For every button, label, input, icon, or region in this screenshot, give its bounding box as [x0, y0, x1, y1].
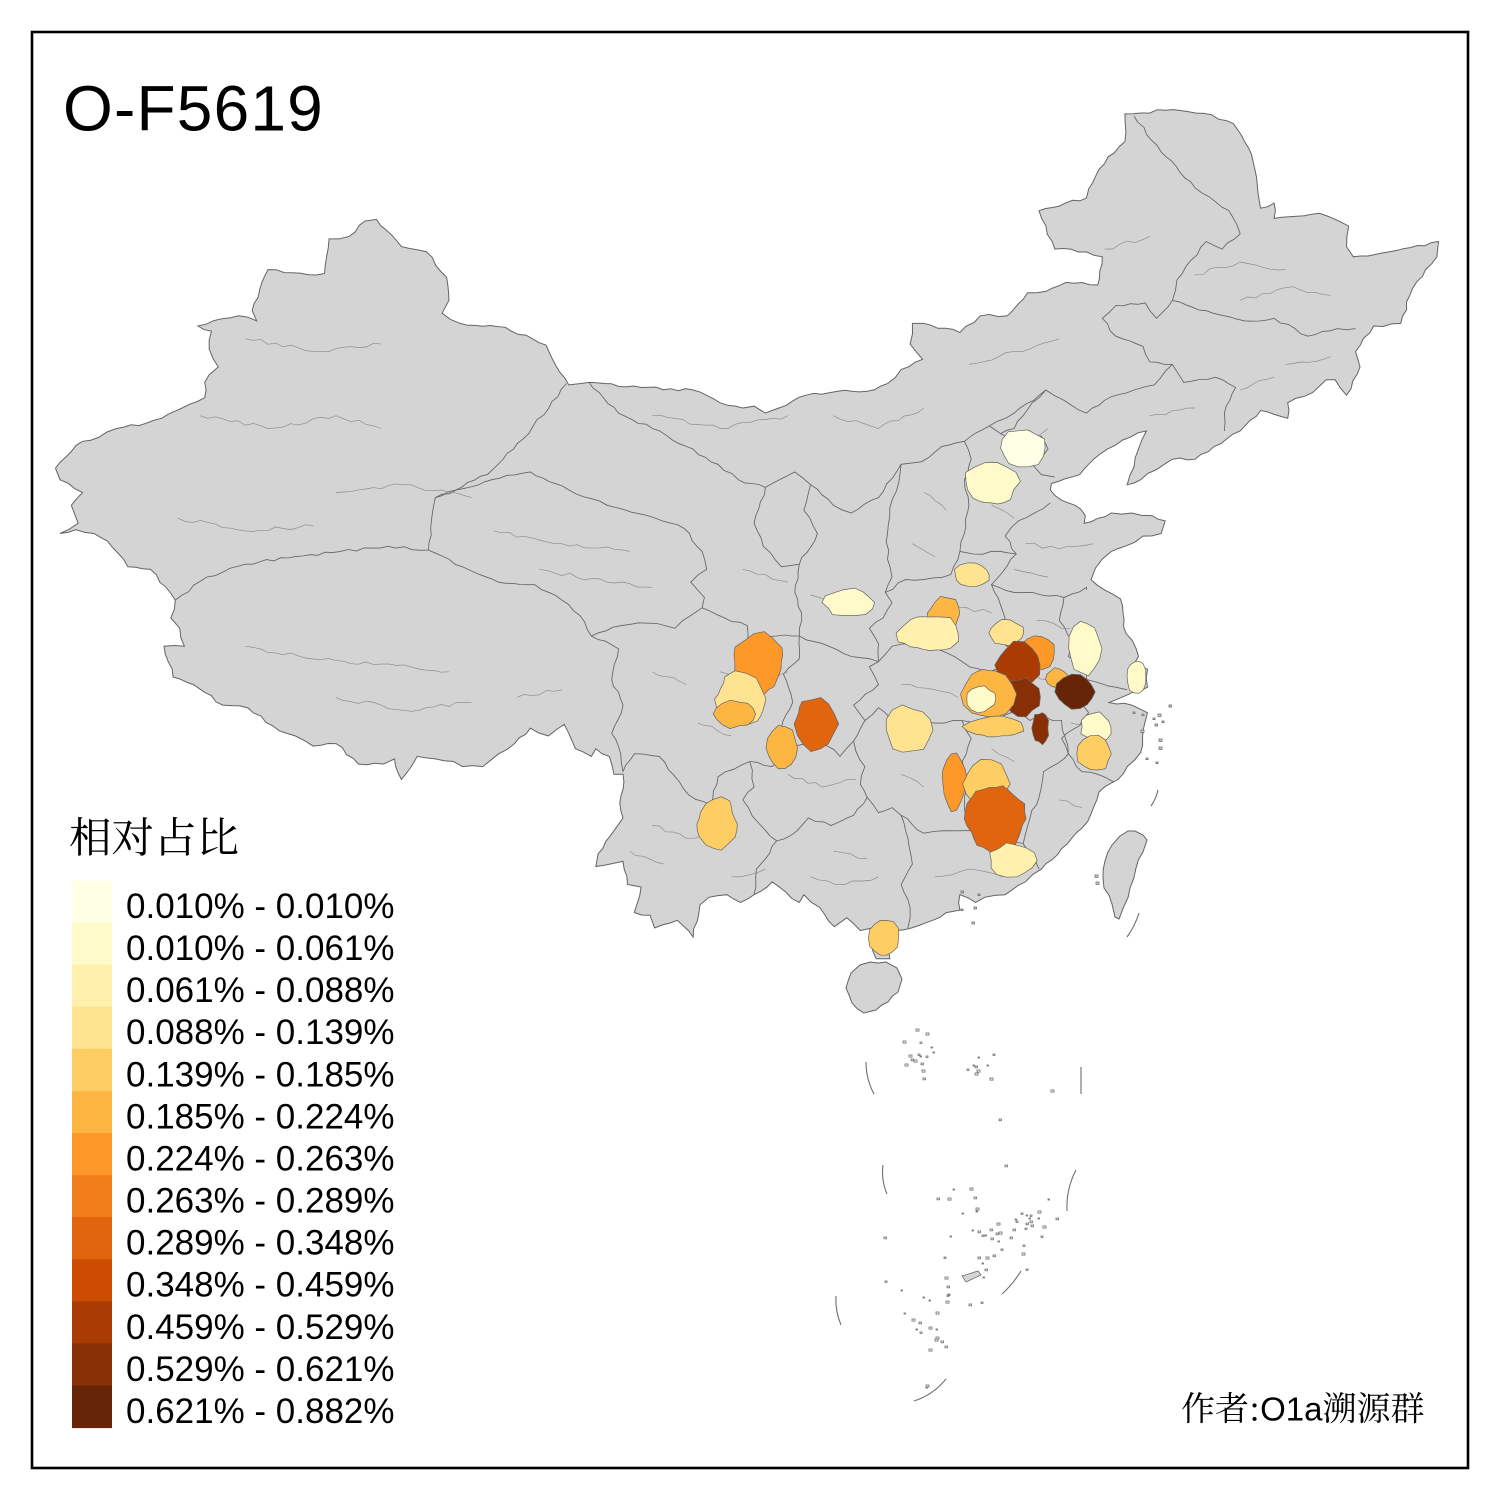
- svg-text:0.621% - 0.882%: 0.621% - 0.882%: [126, 1392, 395, 1431]
- svg-text:0.289% - 0.348%: 0.289% - 0.348%: [126, 1224, 395, 1263]
- svg-text:0.088% - 0.139%: 0.088% - 0.139%: [126, 1013, 395, 1052]
- svg-text:0.185% - 0.224%: 0.185% - 0.224%: [126, 1097, 395, 1136]
- svg-text:O-F5619: O-F5619: [63, 73, 324, 145]
- svg-text:0.348% - 0.459%: 0.348% - 0.459%: [126, 1266, 395, 1305]
- svg-text:O1a: O1a: [1260, 1391, 1323, 1428]
- svg-text:0.263% - 0.289%: 0.263% - 0.289%: [126, 1182, 395, 1221]
- svg-text:0.010% - 0.061%: 0.010% - 0.061%: [126, 929, 395, 968]
- svg-text:0.529% - 0.621%: 0.529% - 0.621%: [126, 1350, 395, 1389]
- svg-text:0.224% - 0.263%: 0.224% - 0.263%: [126, 1140, 395, 1179]
- svg-text:0.459% - 0.529%: 0.459% - 0.529%: [126, 1308, 395, 1347]
- svg-text:0.061% - 0.088%: 0.061% - 0.088%: [126, 971, 395, 1010]
- svg-text:0.139% - 0.185%: 0.139% - 0.185%: [126, 1055, 395, 1094]
- svg-text:0.010% - 0.010%: 0.010% - 0.010%: [126, 887, 395, 926]
